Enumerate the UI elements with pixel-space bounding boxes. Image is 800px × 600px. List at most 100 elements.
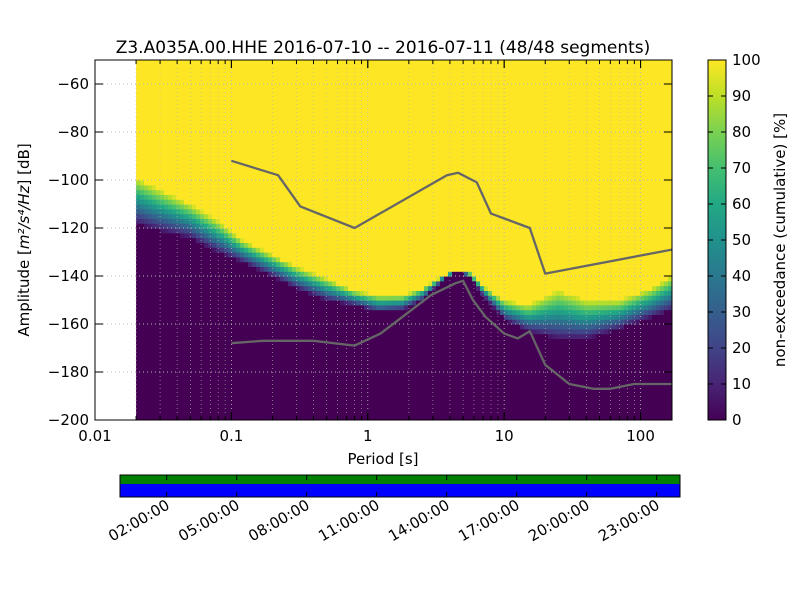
heatmap-cell (152, 151, 157, 157)
heatmap-cell (380, 165, 385, 171)
heatmap-cell (336, 69, 341, 75)
heatmap-cell (164, 170, 169, 176)
heatmap-cell (240, 74, 245, 80)
heatmap-cell (372, 381, 377, 387)
heatmap-cell (240, 223, 245, 229)
heatmap-cell (220, 122, 225, 128)
heatmap-cell (192, 237, 197, 243)
heatmap-cell (336, 405, 341, 411)
heatmap-cell (280, 261, 285, 267)
heatmap-cell (272, 60, 277, 66)
heatmap-cell (268, 376, 273, 383)
heatmap-cell (164, 338, 169, 344)
heatmap-cell (292, 285, 297, 291)
heatmap-cell (256, 314, 261, 320)
heatmap-cell (236, 285, 241, 291)
heatmap-cell (224, 93, 229, 99)
heatmap-cell (244, 141, 249, 147)
heatmap-cell (204, 362, 209, 368)
heatmap-cell (284, 271, 289, 277)
heatmap-cell (160, 386, 165, 392)
heatmap-cell (380, 79, 385, 85)
heatmap-cell (352, 194, 357, 200)
heatmap-cell (176, 213, 181, 219)
heatmap-cell (216, 362, 221, 368)
heatmap-cell (300, 242, 305, 248)
heatmap-cell (340, 319, 345, 325)
heatmap-cell (204, 84, 209, 90)
heatmap-cell (160, 141, 165, 147)
heatmap-cell (264, 410, 269, 416)
heatmap-cell (204, 357, 209, 363)
heatmap-cell (228, 213, 233, 219)
heatmap-cell (136, 333, 141, 339)
heatmap-cell (216, 199, 221, 205)
heatmap-cell (396, 309, 401, 315)
heatmap-cell (272, 271, 277, 277)
heatmap-cell (280, 367, 285, 373)
heatmap-cell (192, 343, 197, 349)
heatmap-cell (172, 127, 177, 133)
heatmap-cell (232, 108, 237, 114)
heatmap-cell (332, 237, 337, 243)
heatmap-cell (364, 242, 369, 248)
heatmap-cell (292, 415, 297, 420)
heatmap-cell (328, 276, 333, 282)
heatmap-cell (356, 194, 361, 200)
heatmap-cell (324, 367, 329, 373)
heatmap-cell (392, 175, 397, 181)
heatmap-cell (360, 304, 365, 311)
heatmap-cell (376, 60, 381, 66)
heatmap-cell (272, 160, 277, 167)
heatmap-cell (388, 415, 393, 420)
heatmap-cell (172, 93, 177, 99)
heatmap-cell (260, 84, 265, 90)
heatmap-cell (372, 314, 377, 320)
heatmap-cell (312, 410, 317, 416)
heatmap-cell (316, 276, 321, 282)
heatmap-cell (316, 372, 321, 378)
heatmap-cell (380, 410, 385, 416)
heatmap-cell (168, 60, 173, 66)
heatmap-cell (340, 362, 345, 368)
heatmap-cell (308, 348, 313, 354)
heatmap-cell (172, 280, 177, 287)
heatmap-cell (352, 127, 357, 133)
heatmap-cell (308, 256, 313, 263)
heatmap-cell (396, 338, 401, 344)
heatmap-cell (304, 146, 309, 152)
heatmap-cell (328, 319, 333, 325)
heatmap-cell (208, 88, 213, 95)
heatmap-cell (392, 314, 397, 320)
heatmap-cell (360, 362, 365, 368)
heatmap-cell (324, 391, 329, 397)
heatmap-cell (244, 103, 249, 109)
heatmap-cell (208, 386, 213, 392)
heatmap-cell (264, 242, 269, 248)
heatmap-cell (264, 93, 269, 99)
heatmap-cell (288, 165, 293, 171)
heatmap-cell (340, 381, 345, 387)
heatmap-cell (176, 396, 181, 402)
heatmap-cell (152, 276, 157, 282)
heatmap-cell (328, 84, 333, 90)
heatmap-cell (164, 156, 169, 162)
heatmap-cell (268, 328, 273, 335)
heatmap-cell (384, 372, 389, 378)
heatmap-cell (308, 376, 313, 383)
heatmap-cell (204, 309, 209, 315)
heatmap-cell (208, 204, 213, 210)
heatmap-cell (216, 232, 221, 239)
heatmap-cell (256, 189, 261, 195)
heatmap-cell (332, 285, 337, 291)
heatmap-cell (268, 223, 273, 229)
heatmap-cell (200, 237, 205, 243)
heatmap-cell (228, 228, 233, 234)
heatmap-cell (400, 309, 405, 315)
heatmap-cell (240, 228, 245, 234)
heatmap-cell (360, 237, 365, 243)
heatmap-cell (296, 314, 301, 320)
heatmap-cell (320, 247, 325, 253)
heatmap-cell (324, 136, 329, 143)
heatmap-cell (256, 396, 261, 402)
